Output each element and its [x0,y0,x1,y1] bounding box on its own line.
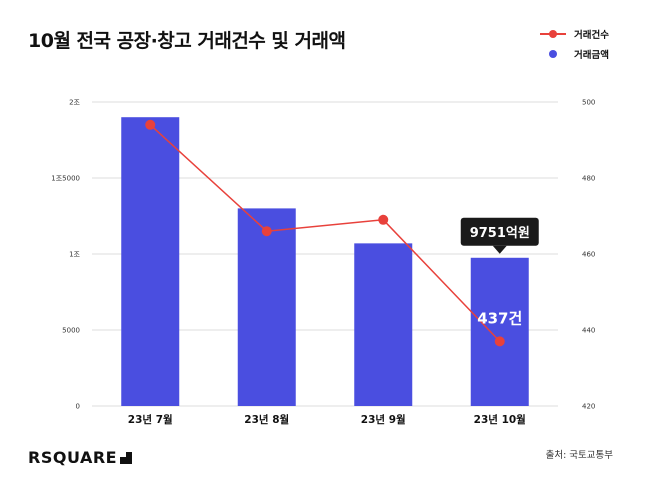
bar-callout-box [460,217,539,246]
legend-label-count: 거래건수 [574,30,609,41]
bar [121,117,180,406]
x-tick-label: 23년 8월 [244,413,289,426]
bar-callout-label: 9751억원 [470,226,530,241]
series-line [149,124,501,342]
y-left-tick-label: 1조5000 [51,175,80,183]
bar [470,257,529,406]
y-right-tick-label: 420 [582,403,595,411]
legend-item-amount: 거래금액 [540,44,609,64]
bar [354,243,413,406]
source-note: 출처: 국토교통부 [545,450,613,461]
y-right-tick-label: 480 [582,175,595,183]
x-tick-label: 23년 9월 [361,413,406,426]
line-point-label: 437건 [477,309,522,327]
bar [237,208,296,406]
line-point [145,119,156,130]
legend-item-count: 거래건수 [540,24,609,44]
chart-title: 10월 전국 공장·창고 거래건수 및 거래액 [28,30,346,52]
y-left-tick-label: 2조 [69,99,80,107]
legend: 거래건수 거래금액 [540,24,609,64]
line-point [378,214,389,225]
brand-mark-icon [120,451,133,464]
line-point [494,336,505,347]
line-point [261,226,272,237]
y-right-tick-label: 440 [582,327,595,335]
y-left-tick-label: 1조 [69,251,80,259]
legend-bar-marker-icon [540,49,566,59]
brand-logo: RSQUARE [28,448,133,467]
bar-callout-pointer [492,245,507,254]
y-right-tick-label: 500 [582,99,595,107]
legend-label-amount: 거래금액 [574,50,609,61]
y-right-tick-label: 460 [582,251,595,259]
legend-line-marker-icon [540,29,566,39]
y-left-tick-label: 0 [76,403,80,411]
x-tick-label: 23년 7월 [128,413,173,426]
x-tick-label: 23년 10월 [474,413,526,426]
y-left-tick-label: 5000 [62,327,80,335]
